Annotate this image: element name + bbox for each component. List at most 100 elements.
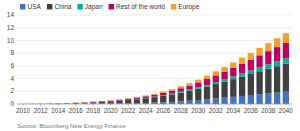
bar-segment: [134, 98, 140, 99]
bar-segment: [178, 86, 184, 88]
bar-segment: [221, 72, 227, 80]
bar-segment: [108, 101, 114, 102]
bar-segment: [221, 79, 227, 81]
y-tick-label: 4: [10, 75, 14, 82]
chart: 0246810121420102012201420162018202020222…: [0, 0, 300, 131]
x-tick-label: 2024: [139, 107, 154, 114]
x-tick-label: 2016: [69, 107, 84, 114]
legend-label: China: [54, 3, 71, 10]
bar-segment: [99, 102, 105, 104]
bar-segment: [204, 87, 210, 100]
grid-line: [17, 15, 292, 16]
bar-segment: [169, 91, 175, 94]
bar-segment: [204, 99, 210, 104]
bar-segment: [151, 95, 157, 97]
bar-segment: [274, 61, 280, 66]
bar-segment: [90, 102, 96, 103]
x-tick: [58, 104, 59, 106]
bar-segment: [213, 84, 219, 98]
x-tick: [233, 104, 234, 106]
bar-segment: [186, 85, 192, 89]
x-tick-label: 2038: [261, 107, 276, 114]
bar-segment: [256, 94, 262, 104]
bar-segment: [99, 100, 105, 101]
grid-line: [17, 40, 292, 41]
x-tick: [145, 104, 146, 106]
bar-segment: [213, 75, 219, 82]
bar-segment: [143, 98, 149, 103]
bar-segment: [230, 62, 236, 67]
bar-segment: [256, 55, 262, 67]
bar-segment: [169, 94, 175, 102]
y-tick-label: 10: [7, 37, 15, 44]
x-tick: [93, 104, 94, 106]
bar-segment: [108, 101, 114, 103]
bar-segment: [256, 67, 262, 71]
bar-segment: [125, 99, 131, 100]
y-tick-label: 6: [10, 62, 14, 69]
bar-segment: [204, 76, 210, 79]
x-tick: [128, 104, 129, 106]
bar-segment: [116, 99, 122, 100]
bar-segment: [90, 102, 96, 103]
bar-segment: [116, 101, 122, 104]
bar-segment: [230, 79, 236, 97]
x-tick-label: 2030: [191, 107, 206, 114]
bar-segment: [116, 99, 122, 101]
bar-segment: [265, 43, 271, 51]
bar-segment: [248, 53, 254, 60]
bar-segment: [143, 95, 149, 97]
bar-segment: [160, 93, 166, 95]
x-tick-label: 2020: [104, 107, 119, 114]
bar-segment: [108, 100, 114, 102]
bar-segment: [143, 96, 149, 98]
bar-segment: [239, 77, 245, 96]
bar-segment: [178, 93, 184, 102]
legend-swatch: [109, 4, 115, 10]
bar-segment: [125, 100, 131, 103]
legend-swatch: [77, 4, 83, 10]
bar-segment: [81, 102, 87, 103]
bar-segment: [274, 47, 280, 61]
bar-segment: [195, 87, 201, 88]
x-tick-label: 2014: [51, 107, 66, 114]
x-tick-label: 2012: [34, 107, 49, 114]
bar-segment: [195, 82, 201, 87]
bar-segment: [81, 102, 87, 103]
legend-label: USA: [28, 3, 42, 10]
bar-segment: [265, 64, 271, 68]
bar-segment: [248, 95, 254, 104]
bar-segment: [204, 85, 210, 87]
legend-label: Europe: [178, 3, 199, 11]
bar-segment: [248, 74, 254, 95]
bar-segment: [213, 82, 219, 84]
bar-segment: [221, 82, 227, 98]
x-tick-label: 2026: [156, 107, 171, 114]
bar-segment: [230, 97, 236, 104]
bars: [20, 33, 289, 104]
bar-segment: [230, 68, 236, 77]
x-tick-label: 2028: [174, 107, 189, 114]
bar-segment: [204, 79, 210, 85]
bar-segment: [265, 93, 271, 104]
bar-segment: [230, 76, 236, 79]
bar-segment: [99, 101, 105, 102]
x-tick: [198, 104, 199, 106]
bar-segment: [239, 64, 245, 74]
bar-segment: [151, 97, 157, 103]
x-tick: [180, 104, 181, 106]
bar-segment: [108, 100, 114, 101]
bar-segment: [90, 101, 96, 102]
legend-swatch: [171, 4, 177, 10]
legend-swatch: [20, 4, 26, 10]
bar-segment: [256, 48, 262, 55]
bar-segment: [134, 99, 140, 103]
bar-segment: [160, 96, 166, 102]
bar-segment: [248, 70, 254, 73]
bar-segment: [213, 98, 219, 104]
bar-segment: [73, 102, 79, 103]
x-tick-label: 2018: [86, 107, 101, 114]
y-tick-label: 14: [7, 11, 15, 18]
bar-segment: [90, 101, 96, 102]
bar-segment: [73, 102, 79, 103]
